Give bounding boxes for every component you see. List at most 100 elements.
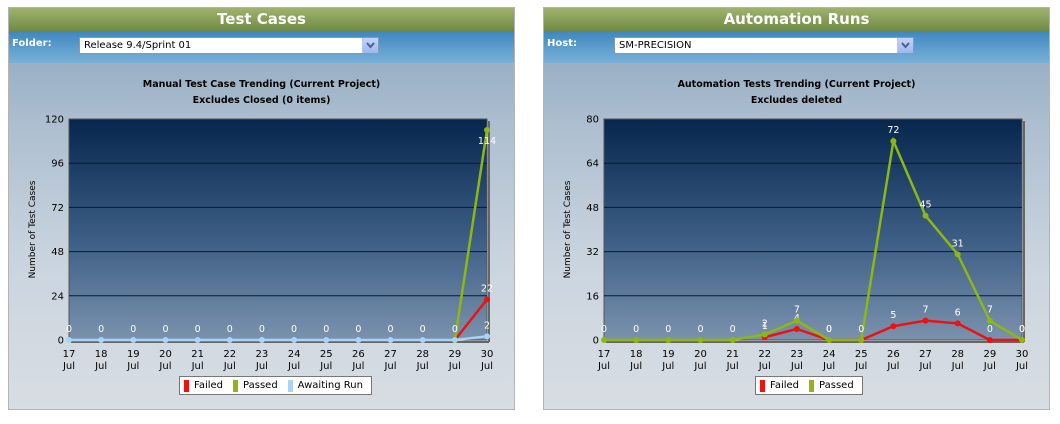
x-tick-label: 24 bbox=[823, 349, 836, 360]
y-tick-label: 16 bbox=[586, 291, 599, 302]
x-tick-label: 26 bbox=[352, 349, 365, 360]
data-label: 7 bbox=[923, 305, 929, 316]
y-tick-label: 120 bbox=[45, 115, 64, 126]
x-tick-label: Jul bbox=[158, 361, 171, 372]
x-tick-label: 25 bbox=[320, 349, 333, 360]
data-label: 0 bbox=[987, 324, 993, 335]
legend-item: Failed bbox=[760, 379, 799, 392]
y-axis-label: Number of Test Cases bbox=[563, 180, 573, 278]
x-tick-label: 30 bbox=[1016, 349, 1029, 360]
legend-item: Failed bbox=[184, 379, 224, 392]
data-point bbox=[162, 337, 169, 343]
legend-item: Passed bbox=[809, 379, 854, 392]
chart-subtitle: Excludes Closed (0 items) bbox=[192, 95, 331, 106]
x-tick-label: Jul bbox=[94, 361, 107, 372]
x-tick-label: 19 bbox=[127, 349, 140, 360]
x-tick-label: 27 bbox=[384, 349, 397, 360]
dropdown-arrow-icon[interactable] bbox=[362, 38, 378, 53]
x-tick-label: Jul bbox=[383, 361, 396, 372]
plot-area bbox=[603, 118, 1023, 341]
data-point bbox=[954, 320, 961, 327]
host-select[interactable]: SM-PRECISION bbox=[614, 37, 914, 54]
chart-legend: Failed Passed Awaiting Run bbox=[179, 376, 372, 395]
data-point bbox=[633, 337, 640, 343]
x-tick-label: Jul bbox=[854, 361, 867, 372]
data-point bbox=[226, 337, 233, 343]
x-tick-label: Jul bbox=[790, 361, 803, 372]
data-label: 2 bbox=[762, 318, 768, 329]
x-tick-label: 29 bbox=[448, 349, 461, 360]
dropdown-arrow-icon[interactable] bbox=[897, 38, 913, 53]
y-tick-label: 80 bbox=[586, 115, 599, 126]
y-tick-label: 32 bbox=[586, 247, 599, 258]
data-point bbox=[484, 296, 490, 303]
data-label: 5 bbox=[890, 310, 896, 321]
data-label: 0 bbox=[697, 324, 703, 335]
data-point bbox=[98, 337, 105, 343]
host-label: Host: bbox=[547, 38, 577, 49]
x-tick-label: Jul bbox=[416, 361, 429, 372]
data-point bbox=[986, 317, 993, 324]
x-tick-label: Jul bbox=[287, 361, 300, 372]
y-tick-label: 0 bbox=[58, 336, 64, 347]
x-tick-label: Jul bbox=[726, 361, 739, 372]
data-point bbox=[194, 337, 201, 343]
x-tick-label: Jul bbox=[351, 361, 364, 372]
plot-area bbox=[68, 118, 488, 341]
host-select-value: SM-PRECISION bbox=[619, 40, 692, 51]
data-point bbox=[1019, 337, 1025, 343]
data-point bbox=[291, 337, 298, 343]
data-label: 0 bbox=[98, 324, 104, 335]
data-point bbox=[355, 337, 362, 343]
x-tick-label: Jul bbox=[191, 361, 204, 372]
data-label: 0 bbox=[826, 324, 832, 335]
legend-label: Failed bbox=[194, 380, 224, 391]
host-filter-bar: Host: SM-PRECISION bbox=[544, 31, 1049, 63]
data-point bbox=[258, 337, 265, 343]
x-tick-label: Jul bbox=[918, 361, 931, 372]
data-label: 0 bbox=[665, 324, 671, 335]
x-tick-label: 22 bbox=[758, 349, 771, 360]
x-tick-label: 26 bbox=[887, 349, 900, 360]
folder-select[interactable]: Release 9.4/Sprint 01 bbox=[79, 37, 379, 54]
x-tick-label: 17 bbox=[63, 349, 76, 360]
data-label: 7 bbox=[987, 305, 993, 316]
x-tick-label: 23 bbox=[256, 349, 269, 360]
chart-subtitle: Excludes deleted bbox=[750, 95, 843, 106]
data-label: 31 bbox=[952, 238, 964, 249]
x-tick-label: Jul bbox=[693, 361, 706, 372]
data-label: 7 bbox=[794, 305, 800, 316]
x-tick-label: 24 bbox=[288, 349, 301, 360]
y-axis-label: Number of Test Cases bbox=[28, 180, 38, 278]
y-tick-label: 24 bbox=[51, 291, 64, 302]
data-label: 0 bbox=[730, 324, 736, 335]
data-label: 0 bbox=[826, 324, 832, 335]
data-label: 6 bbox=[955, 307, 961, 318]
data-point bbox=[484, 127, 490, 134]
data-point bbox=[419, 337, 426, 343]
data-point bbox=[601, 337, 607, 343]
data-label: 0 bbox=[601, 324, 607, 335]
x-tick-label: Jul bbox=[983, 361, 996, 372]
x-tick-label: Jul bbox=[951, 361, 964, 372]
folder-label: Folder: bbox=[12, 38, 52, 49]
chart-title: Manual Test Case Trending (Current Proje… bbox=[142, 79, 381, 90]
data-point bbox=[954, 251, 961, 258]
legend-label: Passed bbox=[243, 380, 278, 391]
x-tick-label: 28 bbox=[416, 349, 429, 360]
data-label: 0 bbox=[452, 324, 458, 335]
x-tick-label: Jul bbox=[255, 361, 268, 372]
data-point bbox=[858, 337, 865, 343]
x-tick-label: Jul bbox=[629, 361, 642, 372]
data-label: 114 bbox=[478, 136, 496, 147]
data-label: 0 bbox=[66, 324, 72, 335]
x-tick-label: 21 bbox=[191, 349, 204, 360]
x-tick-label: Jul bbox=[886, 361, 899, 372]
data-point bbox=[922, 317, 929, 324]
y-tick-label: 48 bbox=[586, 203, 599, 214]
data-point bbox=[890, 323, 897, 330]
data-point bbox=[793, 317, 800, 324]
x-tick-label: 19 bbox=[662, 349, 675, 360]
data-label: 0 bbox=[858, 324, 864, 335]
